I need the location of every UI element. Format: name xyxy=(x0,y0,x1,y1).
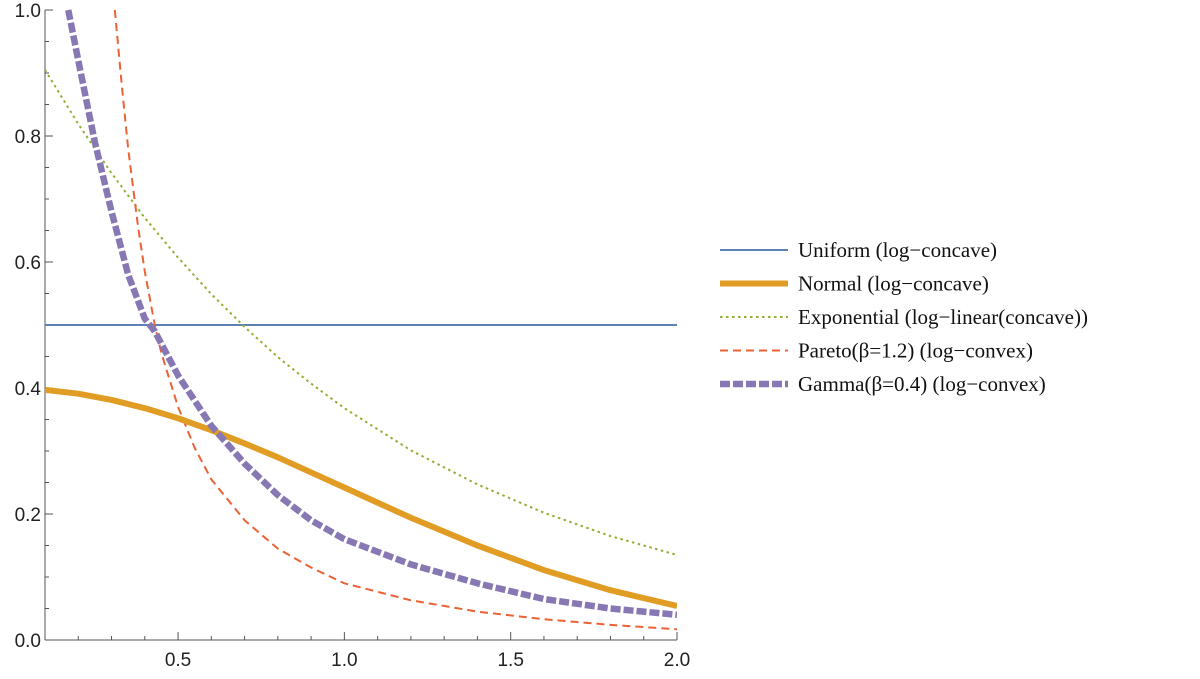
y-tick-label: 0.6 xyxy=(15,253,41,274)
series-line-2 xyxy=(45,386,677,609)
legend-label-5: Gamma(β=0.4) (log−convex) xyxy=(798,372,1046,396)
legend-label-3: Exponential (log−linear(concave)) xyxy=(798,305,1088,329)
plot-series xyxy=(45,9,677,631)
series-line-4 xyxy=(113,9,677,631)
x-tick-label: 2.0 xyxy=(664,650,690,671)
legend-label-1: Uniform (log−concave) xyxy=(798,238,997,262)
x-tick-label: 0.5 xyxy=(165,650,191,671)
legend: Uniform (log−concave) Normal (log−concave… xyxy=(720,238,1088,396)
x-tick-label: 1.5 xyxy=(497,650,523,671)
series-line-5 xyxy=(65,9,677,619)
legend-label-2: Normal (log−concave) xyxy=(798,272,989,296)
series-line-3 xyxy=(45,69,677,556)
axes: 0.5 1.0 1.5 2.0 0.0 0.2 0.4 0.6 0.8 1.0 xyxy=(15,1,691,671)
y-tick-label: 0.8 xyxy=(15,127,41,148)
x-tick-label: 1.0 xyxy=(331,650,357,671)
y-tick-label: 0.0 xyxy=(15,631,41,652)
y-tick-label: 1.0 xyxy=(15,1,41,22)
legend-label-4: Pareto(β=1.2) (log−convex) xyxy=(798,339,1033,363)
y-tick-label: 0.4 xyxy=(15,379,42,400)
y-tick-label: 0.2 xyxy=(15,505,41,526)
